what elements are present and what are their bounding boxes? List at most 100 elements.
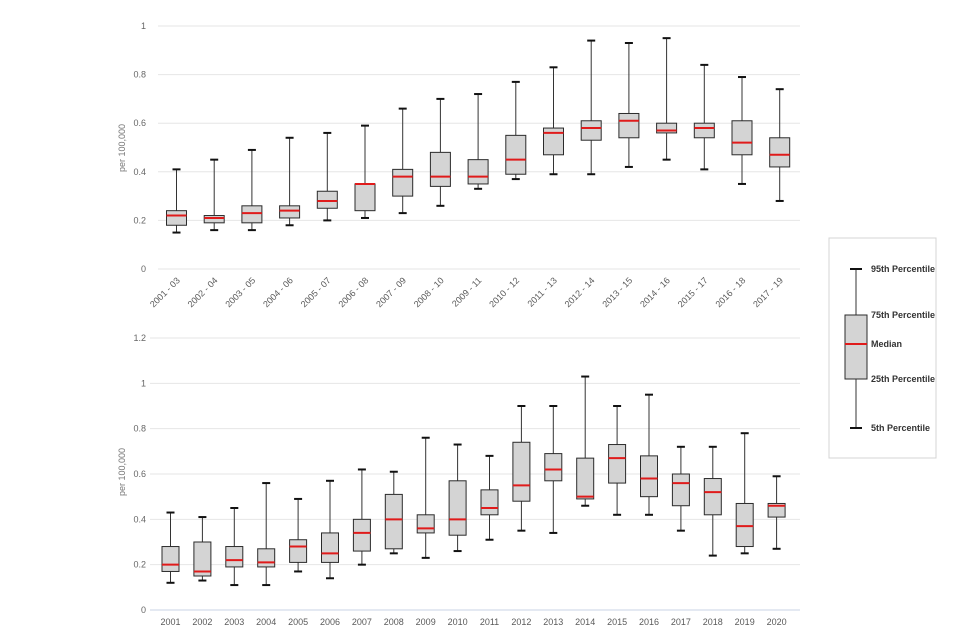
iqr-box xyxy=(576,457,595,500)
box-2014-16 xyxy=(656,37,678,161)
x-tick-label: 2013 - 15 xyxy=(600,275,634,309)
iqr-box xyxy=(241,205,263,224)
y-axis-label: per 100,000 xyxy=(117,124,127,172)
y-tick-label: 0.6 xyxy=(133,469,146,479)
x-tick-label: 2015 - 17 xyxy=(676,275,710,309)
x-tick-label: 2006 xyxy=(320,617,340,627)
iqr-box xyxy=(203,215,225,224)
y-tick-label: 0 xyxy=(141,605,146,615)
box-2001-03 xyxy=(166,168,187,234)
x-tick-label: 2016 xyxy=(639,617,659,627)
y-tick-label: 0.4 xyxy=(133,167,146,177)
box-2015-17 xyxy=(693,63,715,171)
x-tick-label: 2018 xyxy=(703,617,723,627)
y-tick-label: 1 xyxy=(141,378,146,388)
iqr-box xyxy=(703,478,722,516)
y-tick-label: 0.6 xyxy=(133,118,146,128)
box-2006 xyxy=(321,479,339,580)
box-2010-12 xyxy=(505,80,527,181)
box-2009 xyxy=(416,436,435,559)
iqr-box xyxy=(544,453,563,482)
box-2012 xyxy=(512,405,531,532)
x-tick-label: 2011 - 13 xyxy=(525,275,558,308)
x-tick-label: 2014 - 16 xyxy=(638,275,672,309)
iqr-box xyxy=(480,489,499,516)
legend-label-p5: 5th Percentile xyxy=(871,423,930,433)
y-tick-label: 0.2 xyxy=(133,560,146,570)
box-2014 xyxy=(576,375,595,507)
box-2010 xyxy=(448,443,467,553)
box-2008-10 xyxy=(429,97,451,207)
x-tick-label: 2001 xyxy=(160,617,180,627)
iqr-box xyxy=(384,493,403,550)
iqr-box xyxy=(429,151,451,187)
iqr-box xyxy=(279,205,301,219)
iqr-box xyxy=(289,539,308,563)
x-tick-label: 2004 - 06 xyxy=(261,275,295,309)
box-2012-14 xyxy=(580,39,602,176)
x-tick-label: 2020 xyxy=(767,617,787,627)
iqr-box xyxy=(640,455,658,498)
legend-box xyxy=(844,314,868,380)
y-tick-label: 0.8 xyxy=(133,424,146,434)
x-tick-label: 2009 xyxy=(416,617,436,627)
iqr-box xyxy=(166,210,187,226)
x-tick-label: 2005 - 07 xyxy=(299,275,333,309)
y-tick-label: 1 xyxy=(141,21,146,31)
x-tick-label: 2006 - 08 xyxy=(336,275,370,309)
iqr-box xyxy=(671,473,690,507)
iqr-box xyxy=(767,502,786,518)
iqr-box xyxy=(656,122,678,134)
box-2020 xyxy=(767,475,786,550)
box-2003 xyxy=(225,507,244,587)
box-2013 xyxy=(544,405,563,534)
x-tick-label: 2017 - 19 xyxy=(751,275,785,309)
iqr-box xyxy=(448,480,467,536)
iqr-box xyxy=(354,183,376,212)
iqr-box xyxy=(505,134,527,175)
iqr-box xyxy=(352,518,371,552)
box-2009-11 xyxy=(467,93,489,190)
iqr-box xyxy=(467,159,489,185)
iqr-box xyxy=(735,502,754,548)
legend: 95th Percentile 75th Percentile Median 2… xyxy=(828,237,937,459)
iqr-box xyxy=(693,122,715,139)
y-tick-label: 0.8 xyxy=(133,70,146,80)
box-2008 xyxy=(384,470,403,555)
x-tick-label: 2010 - 12 xyxy=(487,275,521,309)
box-2001 xyxy=(161,511,180,584)
box-2011-13 xyxy=(543,66,564,176)
chart-panel-three-year: per 100,000 0 0.2 0.4 0.6 0.8 1 2001 - 03 2002 -… xyxy=(117,21,800,309)
x-tick-label: 2013 xyxy=(543,617,563,627)
box-2019 xyxy=(735,432,754,555)
iqr-box xyxy=(608,444,627,484)
box-2005 xyxy=(289,497,308,573)
x-tick-label: 2004 xyxy=(256,617,276,627)
box-2007 xyxy=(352,468,371,566)
x-tick-label: 2007 xyxy=(352,617,372,627)
legend-label-p75: 75th Percentile xyxy=(871,310,935,320)
x-tick-label: 2012 xyxy=(511,617,531,627)
iqr-box xyxy=(392,168,414,197)
iqr-box xyxy=(618,112,640,139)
iqr-box xyxy=(225,546,244,568)
legend-label-p25: 25th Percentile xyxy=(871,374,935,384)
chart-panel-annual: per 100,000 0 0.2 0.4 0.6 0.8 1 1.2 2001 2002 2003… xyxy=(117,333,800,627)
x-tick-label: 2002 - 04 xyxy=(186,275,220,309)
x-tick-label: 2008 xyxy=(384,617,404,627)
x-tick-label: 2001 - 03 xyxy=(148,275,182,309)
box-2003-05 xyxy=(241,148,263,232)
box-2017 xyxy=(671,445,690,532)
legend-label-p95: 95th Percentile xyxy=(871,264,935,274)
iqr-box xyxy=(543,127,564,156)
iqr-box xyxy=(769,137,791,168)
box-2004-06 xyxy=(279,136,301,227)
x-tick-label: 2005 xyxy=(288,617,308,627)
iqr-box xyxy=(731,120,753,156)
iqr-box xyxy=(512,441,531,502)
x-tick-label: 2003 - 05 xyxy=(223,275,257,309)
x-tick-label: 2014 xyxy=(575,617,595,627)
x-tick-label: 2011 xyxy=(480,617,499,627)
y-tick-label: 1.2 xyxy=(133,333,146,343)
